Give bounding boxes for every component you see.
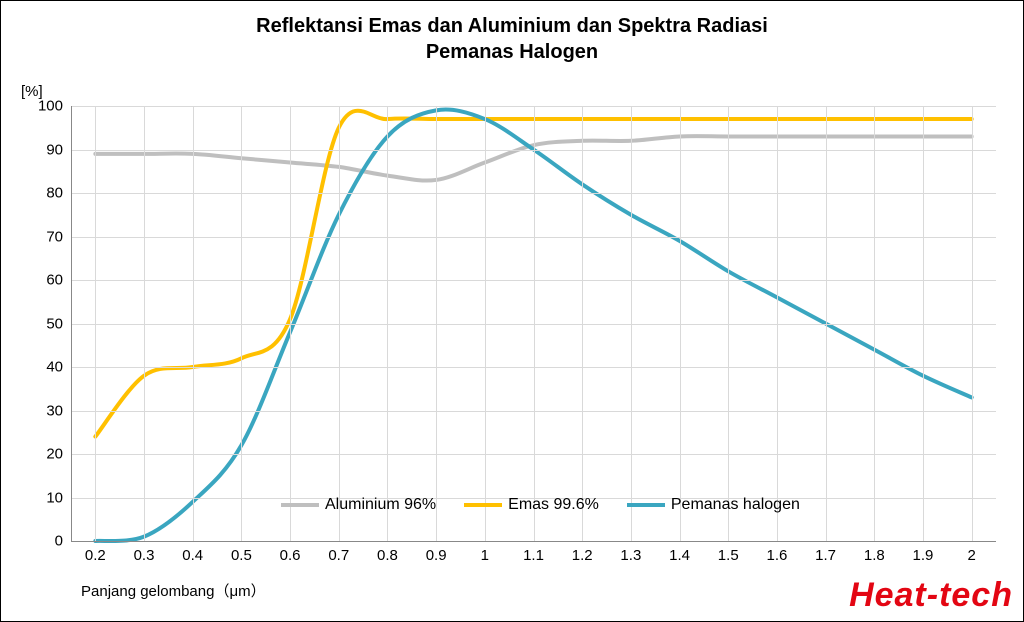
x-tick-label: 0.3: [134, 541, 155, 564]
grid-line-vert: [534, 106, 535, 541]
grid-line-vert: [777, 106, 778, 541]
grid-line-vert: [923, 106, 924, 541]
y-tick-label: 90: [46, 141, 71, 158]
legend-swatch: [464, 503, 502, 507]
x-tick-label: 1.3: [620, 541, 641, 564]
y-tick-label: 20: [46, 446, 71, 463]
plot-area: 01020304050607080901000.20.30.40.50.60.7…: [71, 106, 996, 541]
x-tick-label: 0.8: [377, 541, 398, 564]
legend-item: Emas 99.6%: [464, 496, 599, 514]
grid-line-vert: [436, 106, 437, 541]
legend: Aluminium 96% Emas 99.6% Pemanas halogen: [281, 496, 800, 514]
y-tick-label: 100: [38, 98, 71, 115]
grid-line-vert: [874, 106, 875, 541]
grid-line-vert: [728, 106, 729, 541]
x-tick-label: 1.1: [523, 541, 544, 564]
x-tick-label: 1: [481, 541, 489, 564]
grid-line-vert: [193, 106, 194, 541]
x-tick-label: 1.6: [766, 541, 787, 564]
x-tick-label: 0.7: [328, 541, 349, 564]
grid-line-vert: [680, 106, 681, 541]
x-tick-label: 0.9: [426, 541, 447, 564]
y-axis-line: [71, 106, 72, 541]
grid-line-vert: [290, 106, 291, 541]
legend-label: Emas 99.6%: [508, 496, 599, 514]
chart-container: Reflektansi Emas dan Aluminium dan Spekt…: [0, 0, 1024, 622]
x-tick-label: 1.7: [815, 541, 836, 564]
chart-title: Reflektansi Emas dan Aluminium dan Spekt…: [1, 13, 1023, 65]
x-tick-label: 1.2: [572, 541, 593, 564]
grid-line-vert: [241, 106, 242, 541]
x-tick-label: 1.5: [718, 541, 739, 564]
x-tick-label: 0.4: [182, 541, 203, 564]
legend-label: Aluminium 96%: [325, 496, 436, 514]
y-tick-label: 70: [46, 228, 71, 245]
y-tick-label: 40: [46, 359, 71, 376]
grid-line-vert: [485, 106, 486, 541]
legend-swatch: [281, 503, 319, 507]
y-tick-label: 30: [46, 402, 71, 419]
x-tick-label: 1.9: [913, 541, 934, 564]
x-tick-label: 0.6: [280, 541, 301, 564]
y-tick-label: 50: [46, 315, 71, 332]
y-tick-label: 10: [46, 489, 71, 506]
grid-line-vert: [582, 106, 583, 541]
grid-line-vert: [387, 106, 388, 541]
grid-line-vert: [826, 106, 827, 541]
y-tick-label: 60: [46, 272, 71, 289]
x-tick-label: 0.2: [85, 541, 106, 564]
watermark: Heat-tech: [849, 576, 1013, 615]
y-tick-label: 0: [55, 533, 71, 550]
x-tick-label: 0.5: [231, 541, 252, 564]
x-axis-label: Panjang gelombang（μm）: [81, 580, 266, 601]
grid-line-vert: [972, 106, 973, 541]
grid-line-vert: [95, 106, 96, 541]
x-tick-label: 2: [967, 541, 975, 564]
x-tick-label: 1.8: [864, 541, 885, 564]
grid-line-vert: [631, 106, 632, 541]
legend-swatch: [627, 503, 665, 507]
y-tick-label: 80: [46, 185, 71, 202]
grid-line-vert: [339, 106, 340, 541]
grid-line-vert: [144, 106, 145, 541]
legend-item: Aluminium 96%: [281, 496, 436, 514]
x-tick-label: 1.4: [669, 541, 690, 564]
legend-item: Pemanas halogen: [627, 496, 800, 514]
legend-label: Pemanas halogen: [671, 496, 800, 514]
